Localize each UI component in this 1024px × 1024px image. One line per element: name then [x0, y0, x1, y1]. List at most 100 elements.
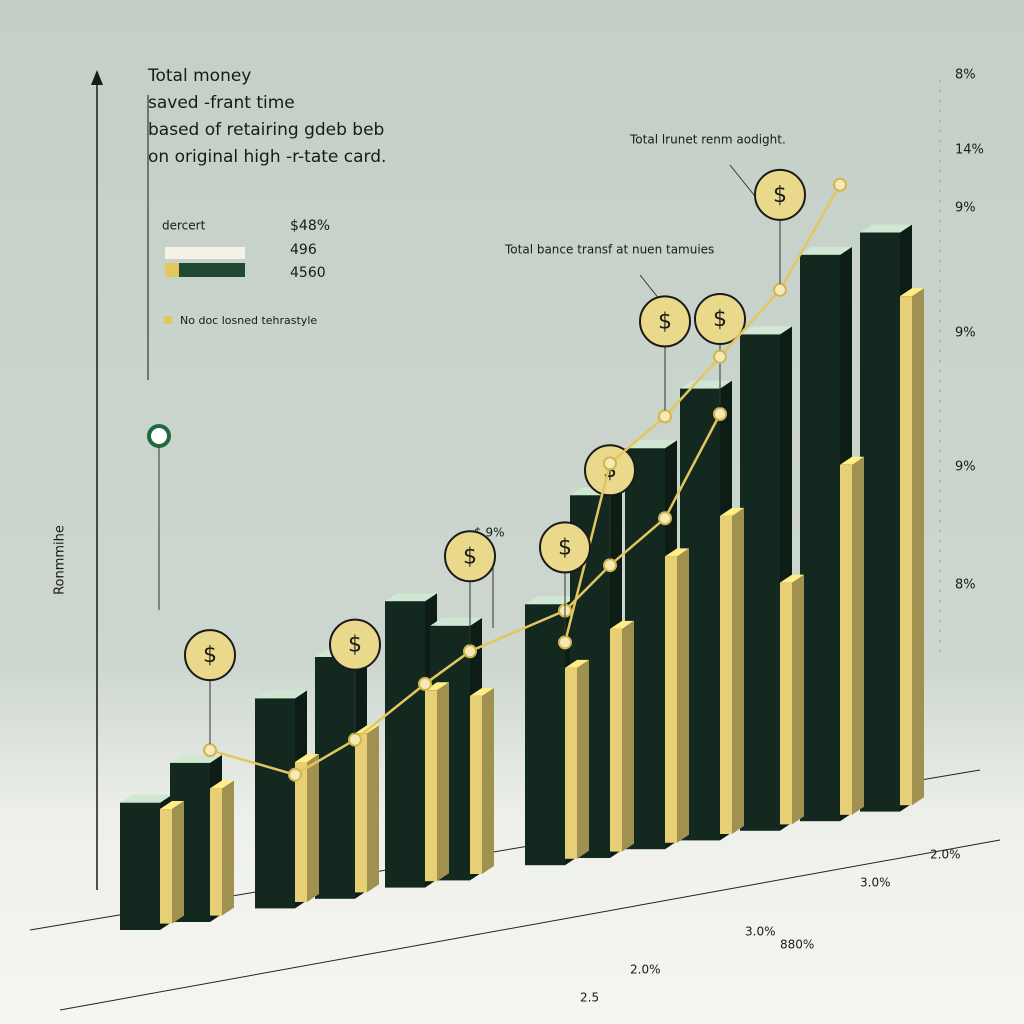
gold-bar-side: [482, 687, 494, 874]
annotation: Total bance transf at nuen tamuies: [504, 243, 714, 257]
coin: [694, 293, 746, 345]
legend-swatch: [179, 263, 245, 277]
right-label: 9%: [955, 326, 976, 341]
axis-arrow: [91, 70, 103, 85]
gold-bar-top: [610, 620, 634, 629]
coin-symbol: $: [658, 309, 672, 334]
gold-bar: [610, 628, 622, 852]
coin-symbol: $: [463, 544, 477, 569]
legend-swatch: [164, 316, 172, 324]
gold-bar-side: [732, 507, 744, 834]
bar: [255, 698, 295, 909]
legend-swatch: [165, 247, 245, 259]
bar: [740, 334, 780, 831]
gold-bar: [210, 788, 222, 916]
gold-bar: [355, 733, 367, 893]
gold-bar: [665, 556, 677, 843]
gold-bar-top: [470, 687, 494, 696]
gold-bar-top: [425, 682, 449, 691]
line: [563, 184, 842, 643]
line-point: [658, 409, 672, 424]
gold-bar-top: [160, 801, 184, 810]
title-line: Total money: [147, 66, 251, 86]
bar: [525, 604, 565, 866]
bottom-label: 2.5: [580, 991, 599, 1005]
gold-bar-side: [622, 620, 634, 852]
marker-dot: [147, 424, 171, 448]
bar-top: [255, 690, 307, 699]
legend-note: No doc losned tehrastyle: [180, 314, 317, 327]
legend-item: 496: [290, 242, 317, 258]
coin-symbol: $: [203, 643, 217, 668]
gold-bar-side: [172, 801, 184, 924]
coin-symbol: $: [713, 307, 727, 332]
line-point: [773, 282, 787, 297]
legend-title: dercert: [162, 219, 206, 233]
line-point: [288, 767, 302, 782]
legend-swatch: [165, 263, 179, 277]
bar: [120, 802, 160, 930]
gold-bar-top: [210, 780, 234, 789]
coin: [184, 629, 236, 682]
bar-top: [430, 617, 482, 626]
annotation: Total lrunet renm aodight.: [629, 133, 786, 147]
gold-bar: [425, 690, 437, 882]
gold-bar: [780, 582, 792, 825]
line-point: [713, 407, 727, 421]
gold-bar-side: [577, 659, 589, 859]
bar-top: [385, 593, 437, 602]
gold-bar-side: [677, 548, 689, 843]
bottom-label: 3.0%: [745, 925, 776, 939]
floor-line: [59, 839, 1001, 1011]
gold-bar-top: [295, 754, 319, 762]
right-label: 8%: [955, 578, 976, 593]
bar-top: [525, 596, 577, 605]
coin: [539, 521, 591, 574]
gold-bar-side: [852, 456, 864, 815]
gold-bar: [840, 464, 852, 815]
coin: [329, 618, 381, 671]
bottom-label: 2.0%: [930, 848, 961, 862]
line-point: [463, 644, 477, 659]
title-line: on original high -r-tate card.: [148, 147, 386, 167]
bottom-label: 3.0%: [860, 876, 891, 890]
bar: [385, 601, 425, 888]
gold-bar-top: [665, 548, 689, 557]
title-line: based of retairing gdeb beb: [148, 120, 384, 140]
right-label: 9%: [955, 460, 976, 475]
right-label: 8%: [955, 68, 976, 83]
right-label: 14%: [955, 143, 984, 158]
gold-bar-side: [222, 780, 234, 916]
gold-bar-side: [912, 288, 924, 806]
y-axis-label: Ronmmihe: [53, 525, 68, 595]
gold-bar: [160, 809, 172, 924]
coin: [444, 530, 496, 583]
bar-top: [800, 246, 852, 255]
line-point: [603, 456, 617, 471]
bar-top: [740, 326, 792, 335]
gold-bar-top: [780, 574, 804, 583]
bar-top: [860, 224, 912, 233]
line-point: [833, 177, 847, 192]
gold-bar-top: [565, 659, 589, 668]
line-point: [603, 558, 617, 573]
gold-bar: [295, 762, 307, 902]
bar-top: [625, 440, 677, 449]
gold-bar-side: [307, 754, 319, 902]
bar: [800, 254, 840, 822]
bar: [315, 656, 355, 899]
line-point: [713, 349, 727, 364]
bottom-label: 880%: [780, 938, 814, 952]
gold-bar: [900, 296, 912, 806]
legend-item: $48%: [290, 218, 330, 234]
coin-symbol: $: [773, 183, 787, 208]
line-point: [418, 676, 432, 691]
gold-bar-side: [792, 574, 804, 825]
right-label: 9%: [955, 201, 976, 216]
line-point: [203, 743, 217, 758]
bar-top: [120, 794, 172, 803]
bar: [860, 232, 900, 812]
legend-item: 4560: [290, 265, 326, 281]
gold-bar-side: [367, 725, 379, 893]
